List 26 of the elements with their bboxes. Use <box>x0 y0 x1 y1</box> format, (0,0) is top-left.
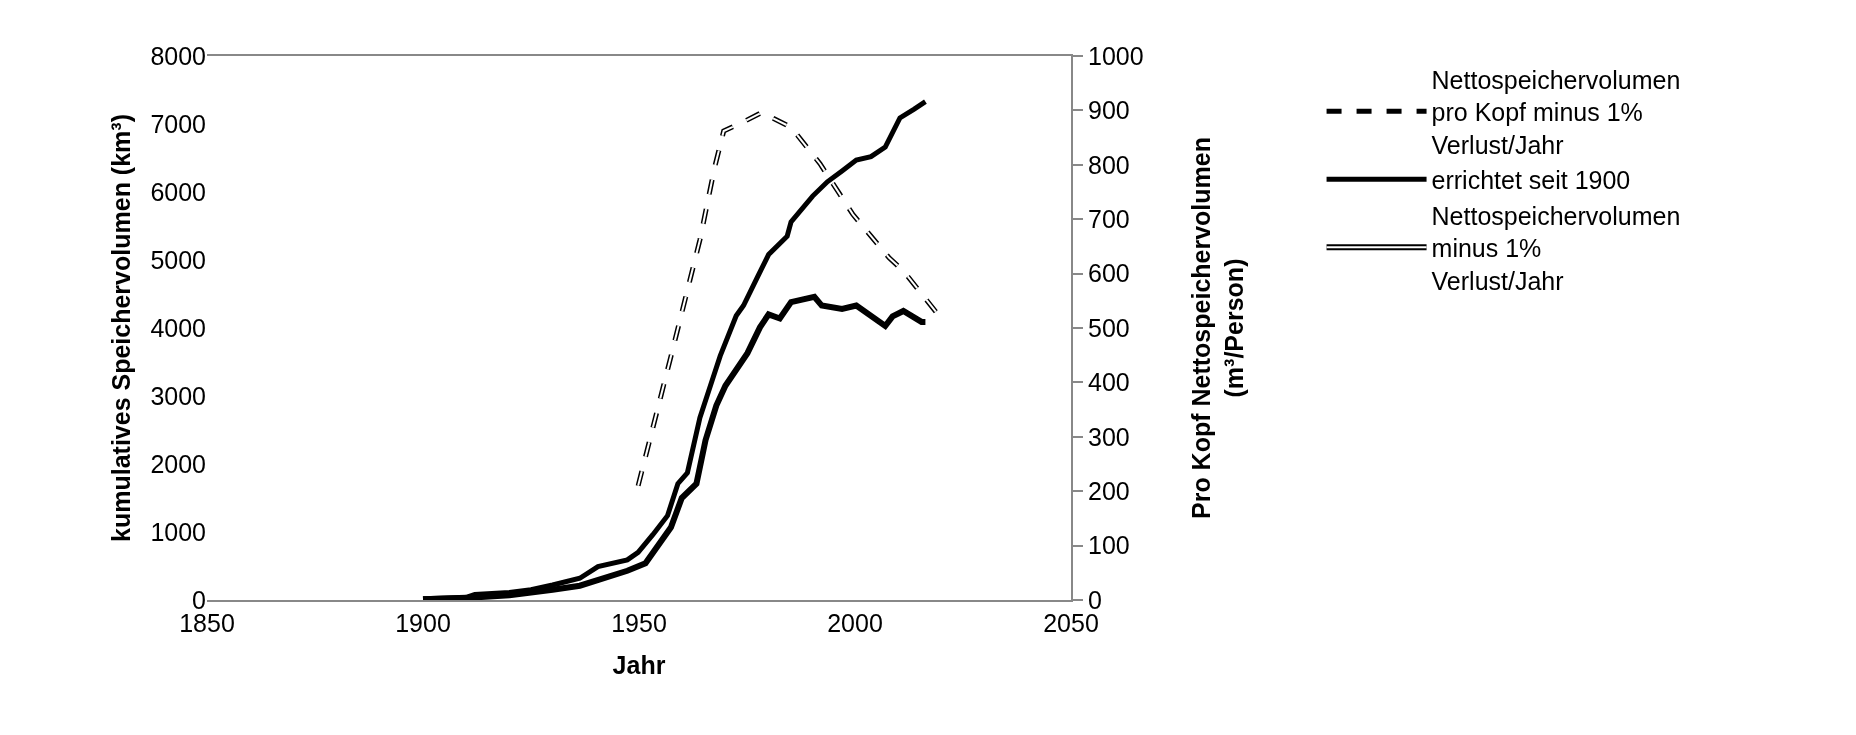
x-tick-label: 1900 <box>395 609 451 637</box>
y2-tick-label: 700 <box>1088 204 1130 233</box>
y-tick-label: 2000 <box>150 449 206 478</box>
legend-label: Nettospeichervolumen minus 1% Verlust/Jahr <box>1431 201 1681 295</box>
y2-tick-label: 100 <box>1088 531 1130 560</box>
x-axis-title: Jahr <box>612 650 666 679</box>
y2-tick-label: 900 <box>1088 96 1130 125</box>
y2-tick-label: 1000 <box>1088 41 1144 70</box>
y2-axis-title: Pro Kopf Nettospeichervolumen (m³/Person) <box>1187 137 1248 519</box>
y-tick-label: 3000 <box>150 381 206 410</box>
y2-tick-label: 200 <box>1088 476 1130 505</box>
y-tick-label: 1000 <box>150 517 206 546</box>
y2-tick-label: 300 <box>1088 422 1130 451</box>
x-tick-label: 2000 <box>827 609 883 637</box>
x-tick-label: 1950 <box>611 609 667 637</box>
y-tick-label: 7000 <box>150 109 206 138</box>
y-tick-label: 4000 <box>150 313 206 342</box>
y-tick-label: 5000 <box>150 245 206 274</box>
y2-tick-label: 600 <box>1088 259 1130 288</box>
y-tick-label: 8000 <box>150 41 206 70</box>
y-tick-label: 6000 <box>150 177 206 206</box>
legend-label: errichtet seit 1900 <box>1431 166 1631 194</box>
y-axis-title: kumulatives Speichervolumen (km³) <box>107 114 136 542</box>
y2-tick-label: 800 <box>1088 150 1130 179</box>
y2-tick-label: 500 <box>1088 313 1130 342</box>
y2-tick-label: 400 <box>1088 368 1130 397</box>
